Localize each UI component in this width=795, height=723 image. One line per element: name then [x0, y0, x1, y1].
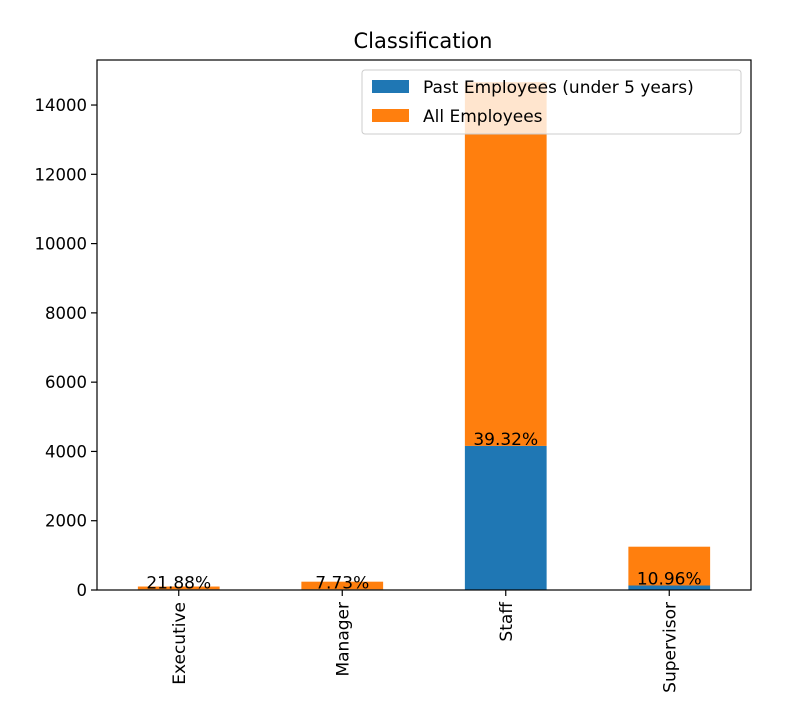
- y-axis: 0 2000 4000 6000 8000 10000 12000 14000: [35, 96, 97, 600]
- bar-all-staff: [464, 82, 547, 446]
- bar-all-manager: [301, 581, 384, 590]
- y-tick-label: 14000: [35, 96, 88, 115]
- y-tick-label: 10000: [35, 235, 88, 254]
- y-tick-label: 2000: [45, 512, 87, 531]
- bars-layer: [137, 82, 711, 590]
- bar-label-staff: 39.32%: [473, 430, 538, 450]
- legend-label-all: All Employees: [423, 107, 543, 127]
- chart-title: Classification: [354, 29, 493, 53]
- legend: Past Employees (under 5 years) All Employ…: [361, 69, 742, 135]
- bar-all-supervisor: [628, 546, 711, 586]
- y-tick-label: 6000: [45, 373, 87, 392]
- x-tick-label-supervisor: Supervisor: [660, 602, 680, 693]
- y-tick-label: 4000: [45, 442, 87, 461]
- y-tick-label: 12000: [35, 165, 88, 184]
- bar-label-supervisor: 10.96%: [637, 569, 702, 589]
- bar-label-executive: 21.88%: [146, 573, 211, 593]
- legend-swatch-all: [372, 109, 409, 122]
- legend-swatch-past: [372, 80, 409, 93]
- bar-label-manager: 7.73%: [315, 573, 369, 593]
- bar-past-staff: [464, 445, 547, 590]
- legend-box: [361, 69, 742, 135]
- y-tick-label: 8000: [45, 304, 87, 323]
- x-tick-label-manager: Manager: [333, 602, 353, 677]
- y-tick-label: 0: [77, 581, 88, 600]
- bar-all-executive: [137, 586, 220, 590]
- bar-past-supervisor: [628, 585, 711, 590]
- x-tick-label-executive: Executive: [170, 602, 190, 685]
- legend-label-past: Past Employees (under 5 years): [423, 78, 694, 98]
- x-axis: Executive Manager Staff Supervisor: [170, 590, 680, 693]
- x-tick-label-staff: Staff: [497, 601, 517, 642]
- bar-labels-layer: 21.88% 7.73% 39.32% 10.96%: [146, 430, 701, 593]
- plot-frame: [96, 59, 752, 591]
